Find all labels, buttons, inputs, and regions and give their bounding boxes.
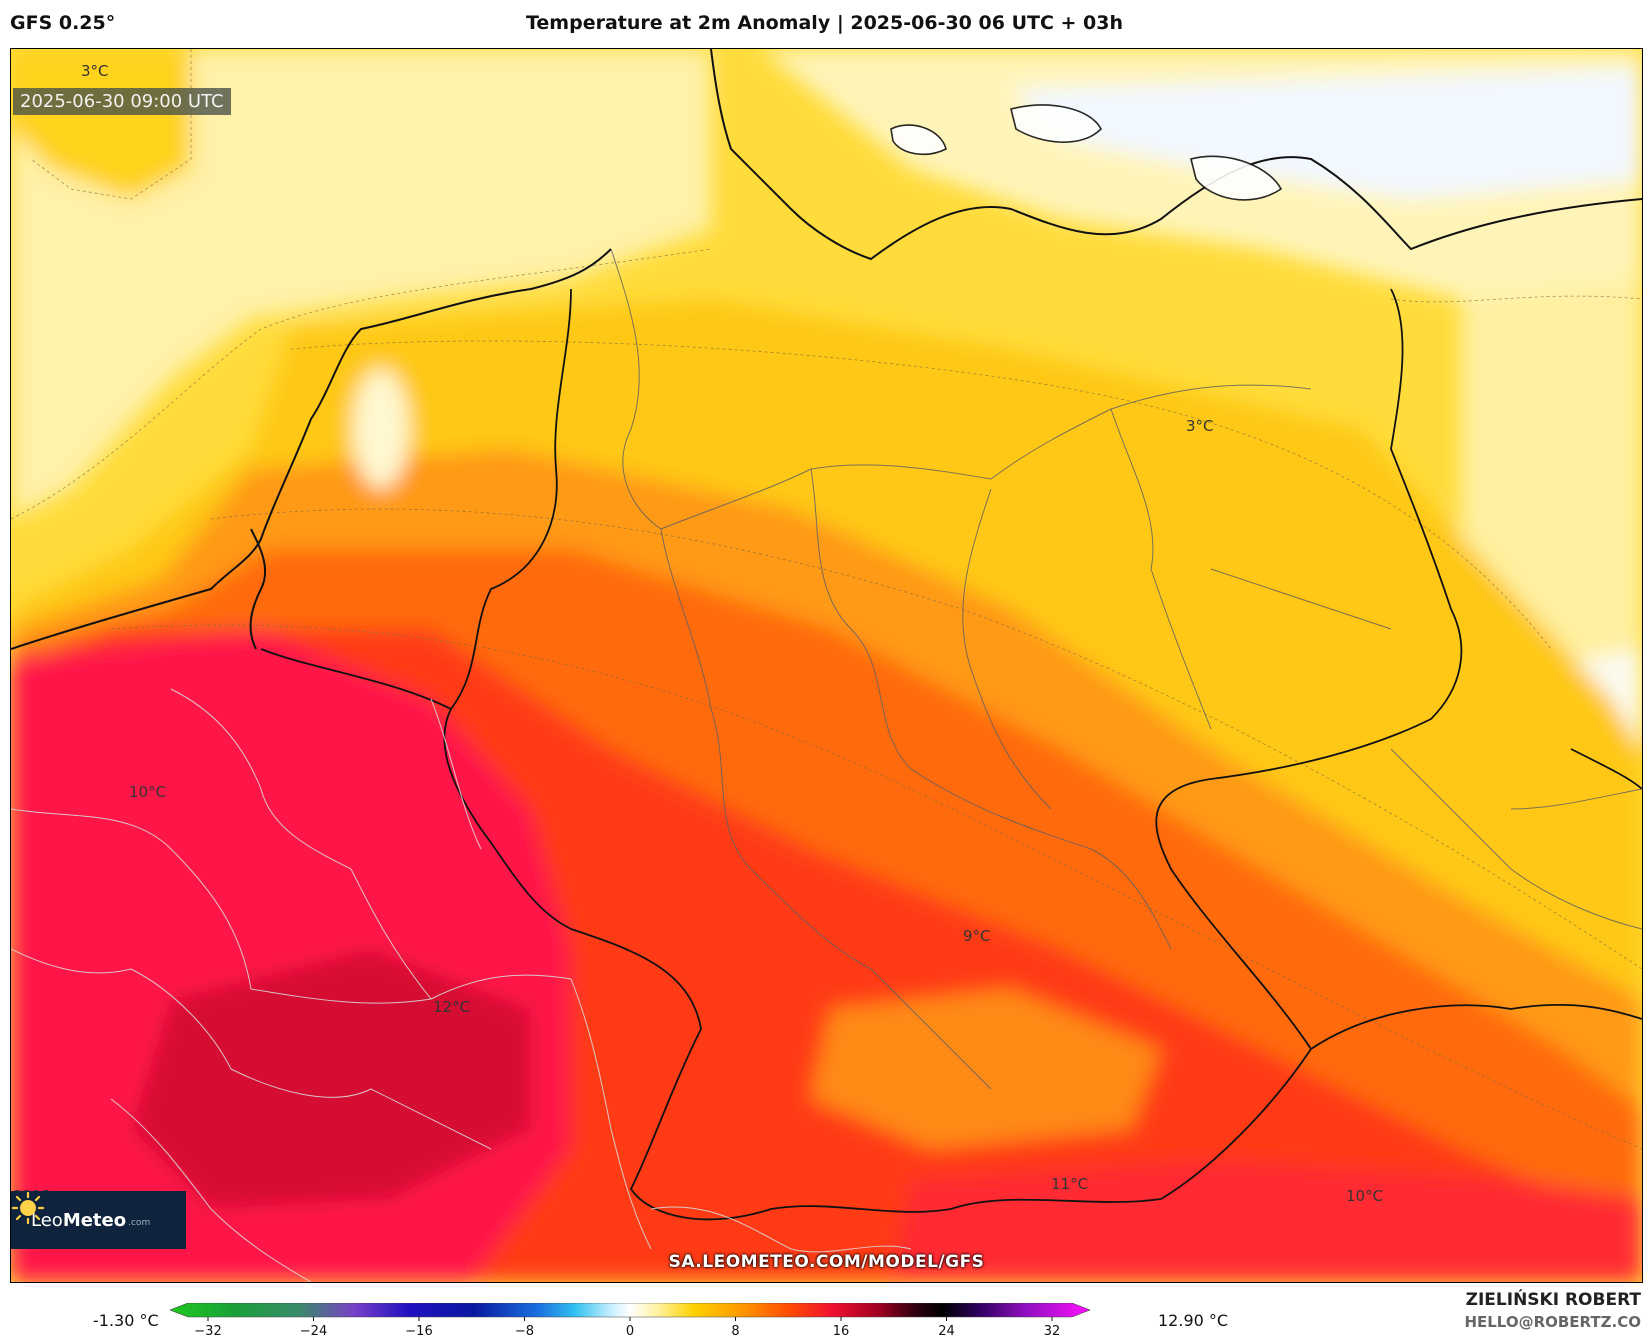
- sun-icon: [11, 1191, 45, 1225]
- watermark-url[interactable]: SA.LEOMETEO.COM/MODEL/GFS: [668, 1252, 985, 1272]
- anomaly-map[interactable]: 3°C 3°C 10°C 9°C 12°C 11°C 12°C 10°C 202…: [10, 48, 1643, 1283]
- colorbar-tick-label: 24: [938, 1324, 955, 1339]
- contour-label: 11°C: [1051, 1175, 1088, 1193]
- colorbar-tick-label: 8: [731, 1324, 739, 1339]
- contour-label: 3°C: [1186, 417, 1214, 435]
- colorbar-tick-label: −8: [515, 1324, 534, 1339]
- colorbar-tick-label: 0: [626, 1324, 634, 1339]
- contour-label: 10°C: [1346, 1187, 1383, 1205]
- west-regional-borders: [11, 688, 912, 1282]
- colorbar-tick-label: −32: [194, 1324, 221, 1339]
- author-credit: ZIELIŃSKI ROBERT: [1465, 1290, 1641, 1310]
- model-name: GFS 0.25°: [10, 12, 116, 34]
- contour-label: 12°C: [433, 998, 470, 1016]
- colorbar: −32 −24 −16 −8 0 8 16 24 32: [170, 1303, 1091, 1339]
- island-outlines: [890, 104, 1283, 201]
- map-title: Temperature at 2m Anomaly | 2025-06-30 0…: [525, 12, 1124, 34]
- logo-name-light: Leo: [31, 1209, 63, 1231]
- contour-lines: [11, 49, 1642, 1150]
- coastlines: [11, 49, 1642, 650]
- author-email[interactable]: HELLO@ROBERTZ.CO: [1464, 1313, 1641, 1331]
- valid-time-stamp: 2025-06-30 09:00 UTC: [13, 88, 231, 115]
- leometeo-logo[interactable]: LeoMeteo .com: [11, 1191, 186, 1249]
- colorbar-min-label: -1.30 °C: [93, 1311, 159, 1330]
- colorbar-gradient: [170, 1303, 1091, 1318]
- contour-label: 9°C: [963, 927, 991, 945]
- colorbar-tick-label: −24: [300, 1324, 327, 1339]
- colorbar-ticks: −32 −24 −16 −8 0 8 16 24 32: [194, 1317, 1060, 1339]
- contour-label: 10°C: [129, 783, 166, 801]
- temperature-field: [11, 49, 1642, 1282]
- colorbar-max-label: 12.90 °C: [1158, 1311, 1229, 1330]
- colorbar-tick-label: 32: [1044, 1324, 1061, 1339]
- regional-borders: [610, 248, 1642, 1090]
- colorbar-tick-label: 16: [833, 1324, 850, 1339]
- colorbar-tick-label: −16: [405, 1324, 432, 1339]
- national-borders: [260, 288, 1642, 1221]
- logo-name-bold: Meteo: [62, 1209, 127, 1231]
- logo-domain: .com: [128, 1218, 151, 1228]
- contour-label: 3°C: [81, 62, 109, 80]
- logo-wordmark: LeoMeteo: [31, 1210, 126, 1231]
- map-canvas: 3°C 3°C 10°C 9°C 12°C 11°C 12°C 10°C: [11, 49, 1642, 1282]
